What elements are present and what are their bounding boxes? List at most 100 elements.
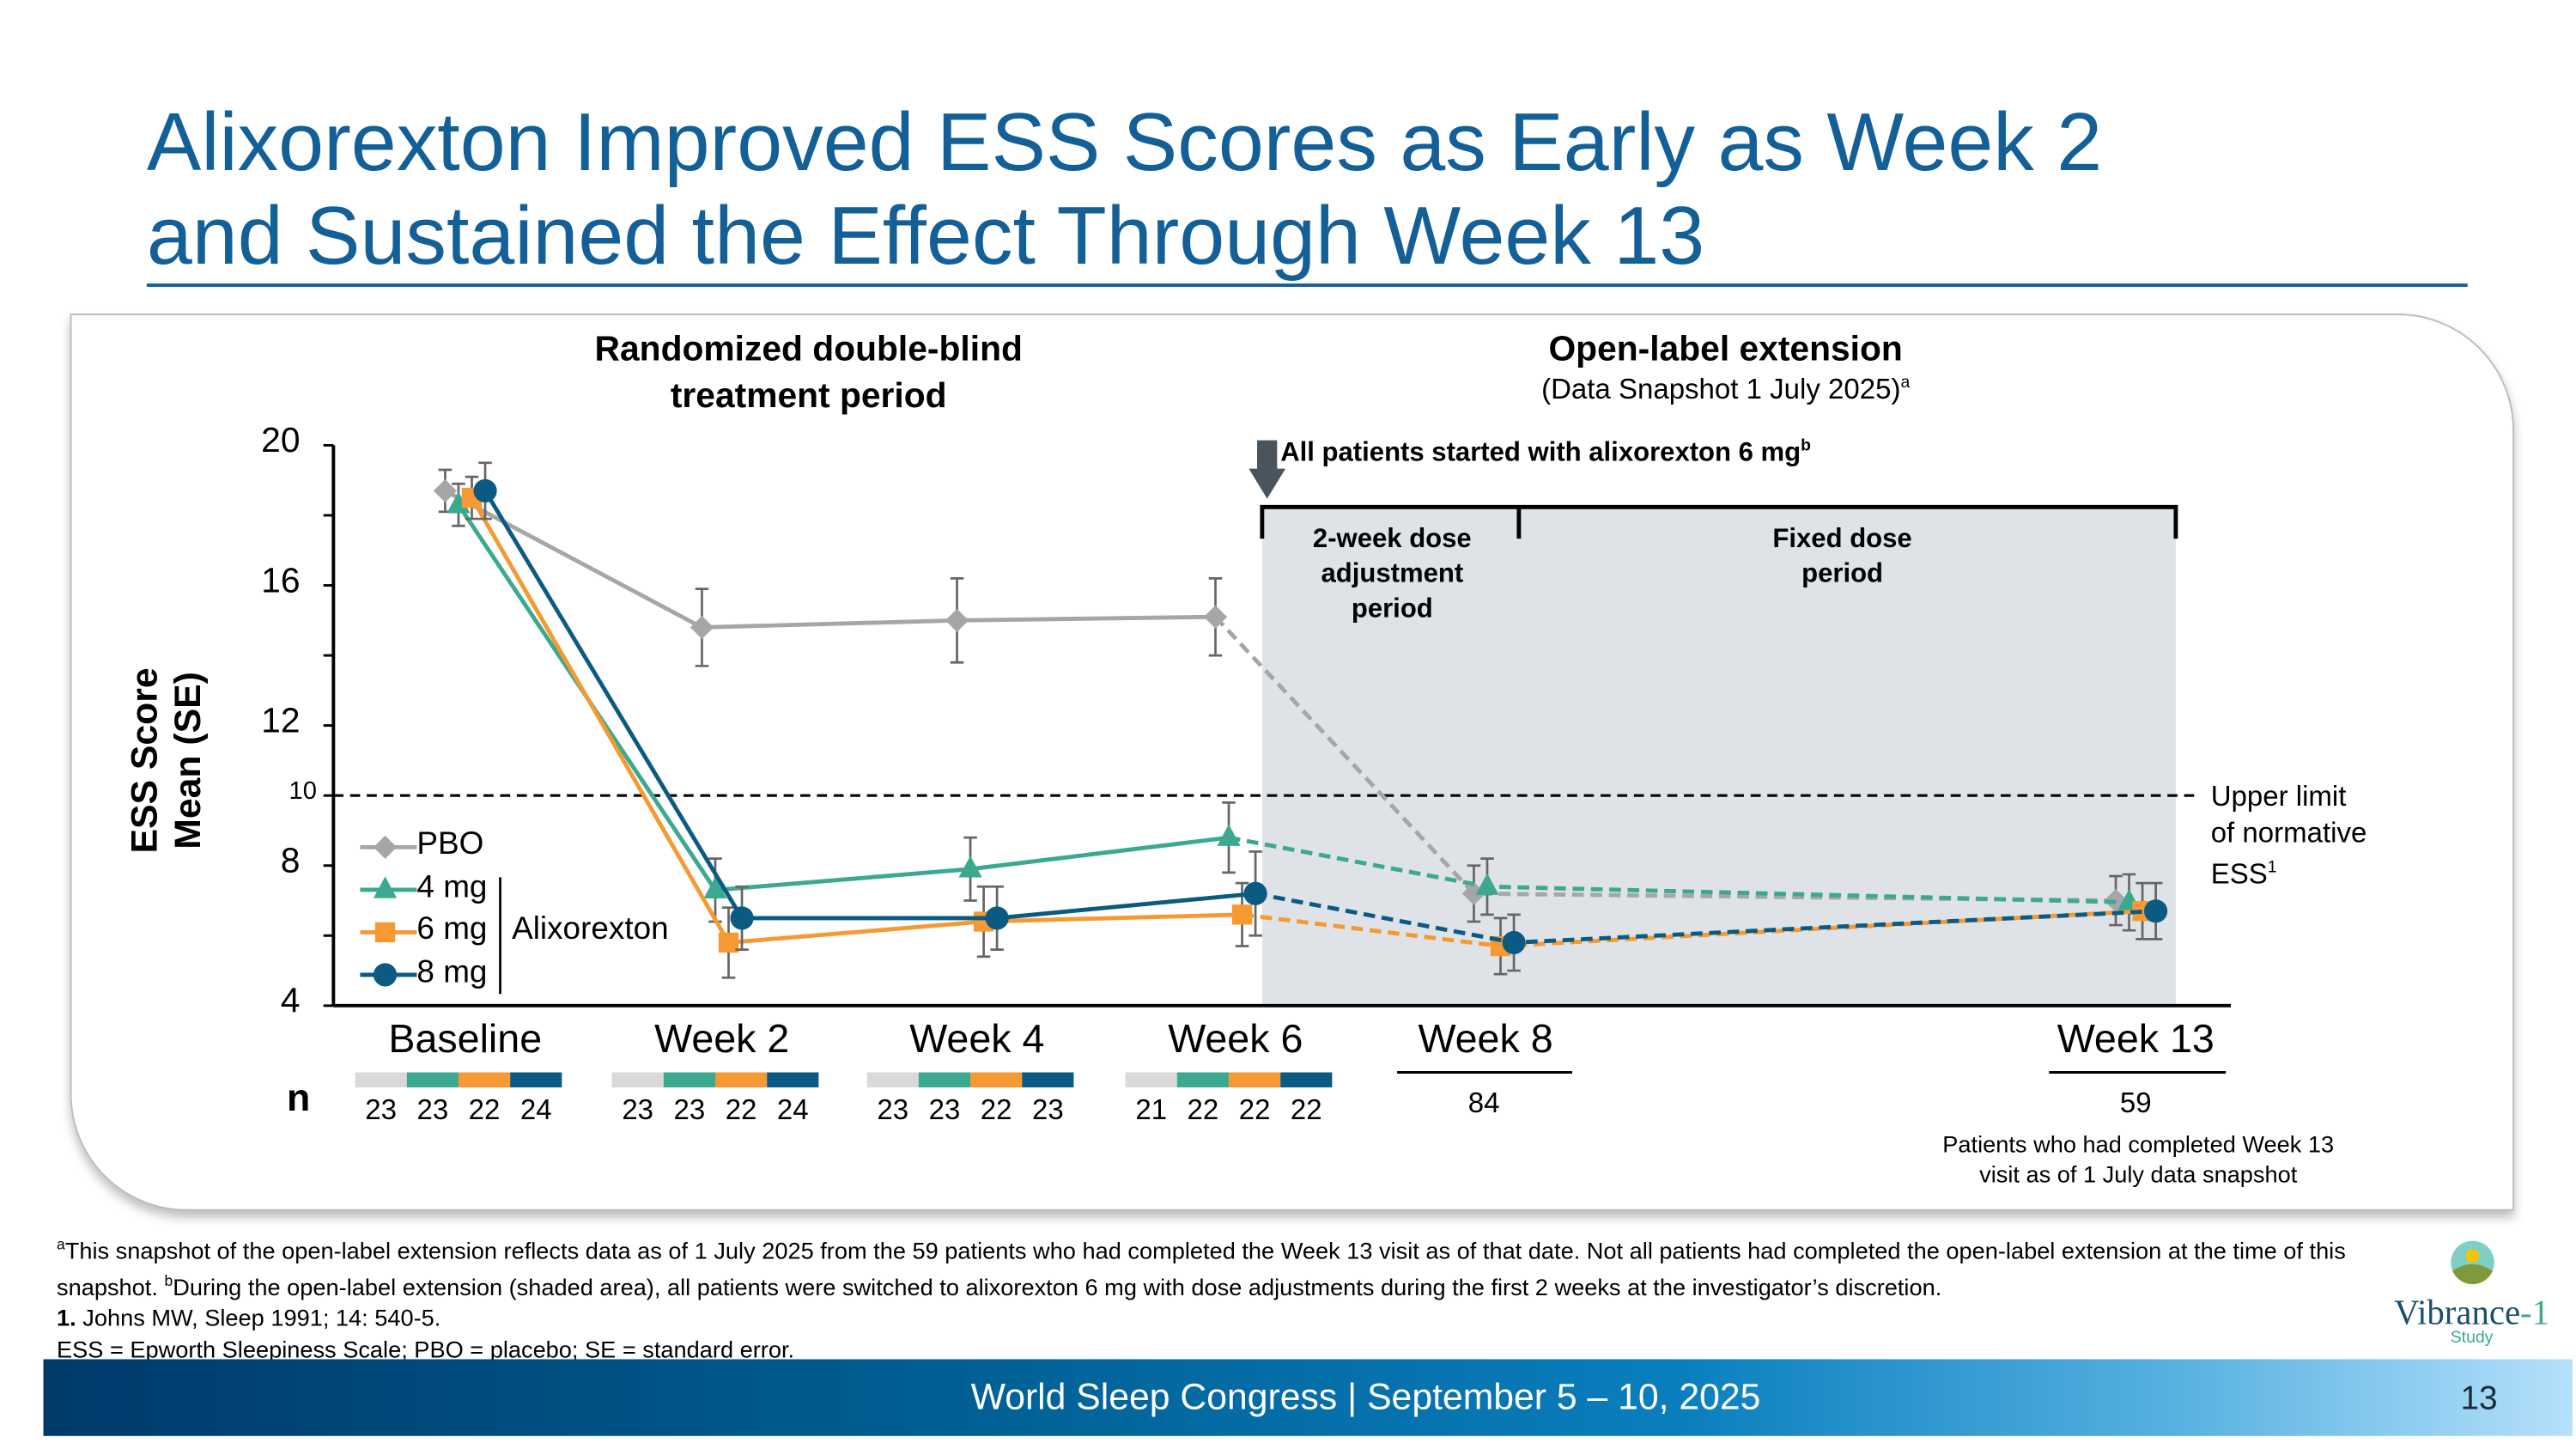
fixed-2: period xyxy=(1801,560,1884,589)
n-value: 21 xyxy=(1135,1093,1168,1126)
y-tick-label: 4 xyxy=(280,982,301,1021)
logo-suffix: -1 xyxy=(2520,1292,2550,1333)
n-value: 23 xyxy=(416,1093,449,1126)
n-color-bar xyxy=(1022,1072,1074,1087)
n-value: 24 xyxy=(519,1093,552,1126)
n-color-bar xyxy=(714,1072,768,1087)
n-value: 23 xyxy=(928,1093,961,1126)
fn-a-sup: a xyxy=(57,1235,65,1253)
y-label-line-2: Mean (SE) xyxy=(167,672,209,849)
n-color-bar xyxy=(970,1072,1023,1087)
n-value: 23 xyxy=(673,1093,706,1126)
ole-subtitle: (Data Snapshot 1 July 2025) xyxy=(1541,373,1901,405)
data-point xyxy=(1203,605,1228,629)
n-value: 23 xyxy=(877,1093,909,1126)
legend-label: 6 mg xyxy=(416,912,488,947)
vibrance-logo: Vibrance-1 Study xyxy=(2385,1238,2560,1348)
logo-sub: Study xyxy=(2450,1329,2494,1348)
title-divider xyxy=(146,283,2468,287)
x-tick-label: Week 2 xyxy=(654,1017,790,1062)
y-tick-label: 20 xyxy=(261,422,301,460)
data-point xyxy=(1217,824,1241,846)
n-value: 23 xyxy=(622,1093,654,1126)
dose-adj-2: adjustment xyxy=(1321,560,1464,589)
y-tick-label: 16 xyxy=(261,562,301,601)
n-value: 22 xyxy=(468,1093,501,1126)
legend-label: PBO xyxy=(416,827,484,862)
series-line-solid xyxy=(456,503,1230,892)
x-tick-label: Week 6 xyxy=(1168,1017,1303,1062)
reference-line-label: Upper limit of normative ESS1 xyxy=(2211,779,2367,892)
n-value: 22 xyxy=(1238,1093,1271,1126)
legend-marker xyxy=(373,963,398,987)
x-tick-label: Week 13 xyxy=(2057,1017,2215,1062)
fn-ref: Johns MW, Sleep 1991; 14: 540-5. xyxy=(76,1305,441,1332)
series-line-solid xyxy=(483,490,1256,921)
fn-b-sup: b xyxy=(164,1272,173,1290)
n-color-bar xyxy=(1229,1072,1281,1087)
rdb-line-2: treatment period xyxy=(670,376,947,416)
n-color-bar xyxy=(510,1072,562,1087)
n-color-bar xyxy=(406,1072,459,1087)
fixed-dose-label: Fixed dose period xyxy=(1717,522,1967,593)
ole-sup: a xyxy=(1900,374,1911,393)
conference-name: World Sleep Congress | September 5 – 10,… xyxy=(970,1375,1761,1418)
x-tick-label: Week 8 xyxy=(1418,1017,1553,1062)
n-value: 24 xyxy=(776,1093,809,1126)
n-color-bar xyxy=(663,1072,715,1087)
ref-2: of normative xyxy=(2210,816,2367,849)
footnotes: aThis snapshot of the open-label extensi… xyxy=(57,1229,2408,1365)
data-point xyxy=(1243,881,1267,905)
y-tick-label: 12 xyxy=(261,702,301,741)
data-point xyxy=(985,906,1009,930)
dose-adj-3: period xyxy=(1351,595,1433,624)
data-point xyxy=(1502,930,1526,955)
n-color-bar xyxy=(1176,1072,1230,1087)
arrow-note-sup: b xyxy=(1801,436,1812,456)
legend-marker xyxy=(374,922,396,943)
n-color-bar xyxy=(1125,1072,1177,1087)
n-color-bar xyxy=(866,1072,919,1087)
fixed-1: Fixed dose xyxy=(1772,525,1912,554)
footer-banner: World Sleep Congress | September 5 – 10,… xyxy=(43,1359,2573,1436)
n-note-2: visit as of 1 July data snapshot xyxy=(1979,1160,2298,1188)
dose-adjustment-label: 2-week dose adjustment period xyxy=(1267,522,1517,627)
y-label-line-1: ESS Score xyxy=(123,667,166,854)
data-point xyxy=(2144,899,2168,923)
n-value: 22 xyxy=(980,1093,1012,1126)
rdb-header: Randomized double-blind treatment period xyxy=(508,327,1109,421)
n-value: 23 xyxy=(1031,1093,1064,1126)
data-point xyxy=(703,876,727,898)
logo-name: Vibrance xyxy=(2394,1292,2521,1333)
data-point xyxy=(945,608,969,632)
fn-abbrev: ESS = Epworth Sleepiness Scale; PBO = pl… xyxy=(57,1335,795,1363)
n-pooled: 84 xyxy=(1467,1087,1500,1119)
ole-header: Open-label extension (Data Snapshot 1 Ju… xyxy=(1434,327,2018,407)
series-line-solid xyxy=(444,489,1216,630)
n-color-bar xyxy=(918,1072,971,1087)
legend-marker xyxy=(373,835,398,859)
arrow-note-text: All patients started with alixorexton 6 … xyxy=(1280,439,1801,468)
data-point xyxy=(718,932,739,953)
data-point xyxy=(958,855,982,878)
y-tick-label: 8 xyxy=(280,842,301,881)
page-number: 13 xyxy=(2460,1380,2498,1418)
n-color-bar xyxy=(611,1072,664,1087)
page-title: Alixorexton Improved ESS Scores as Early… xyxy=(147,97,2102,283)
data-point xyxy=(690,615,714,640)
data-point xyxy=(473,478,497,503)
arrow-note: All patients started with alixorexton 6 … xyxy=(1280,437,1811,470)
y-axis-label: ESS Score Mean (SE) xyxy=(124,577,210,944)
data-point xyxy=(1475,873,1499,895)
legend-label: 4 mg xyxy=(416,869,488,905)
ref-sup: 1 xyxy=(2267,858,2277,878)
n-label: n xyxy=(286,1075,311,1119)
down-arrow-icon xyxy=(1257,440,1278,471)
n-note-1: Patients who had completed Week 13 xyxy=(1942,1130,2335,1158)
rdb-line-1: Randomized double-blind xyxy=(594,330,1023,369)
data-point xyxy=(730,906,754,930)
legend-marker xyxy=(373,876,398,898)
ref-line-tick: 10 xyxy=(289,776,317,806)
